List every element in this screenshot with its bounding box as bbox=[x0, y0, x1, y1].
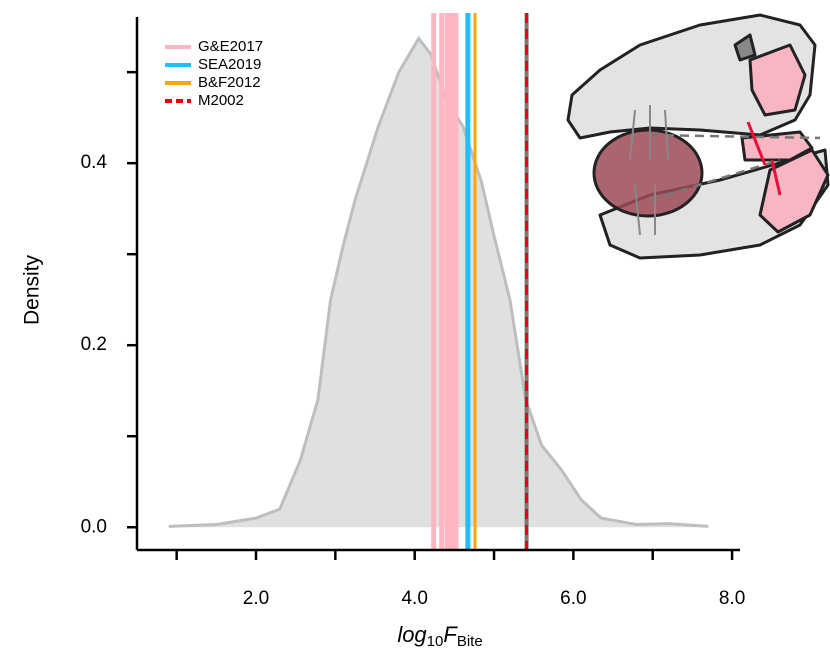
density-area bbox=[168, 38, 709, 528]
skull-illustration bbox=[566, 13, 830, 260]
y-tick-label: 0.0 bbox=[81, 516, 107, 537]
force-arrow bbox=[770, 159, 782, 196]
muscle-region bbox=[592, 128, 704, 218]
y-axis-label: Density bbox=[21, 254, 44, 325]
x-axis-label-part: F bbox=[443, 622, 458, 647]
legend-label: B&F2012 bbox=[198, 74, 261, 91]
plot-area: 2.0 4.0 6.0 8.0 0.0 0.2 0.4 Density log10FBite G&… bbox=[21, 13, 745, 650]
y-tick-label: 0.4 bbox=[81, 152, 108, 173]
legend-label: SEA2019 bbox=[198, 56, 261, 73]
x-axis-label-part: log bbox=[397, 622, 427, 647]
skull-fenestra bbox=[748, 43, 807, 117]
x-axis-label-part: Bite bbox=[457, 633, 483, 650]
density-line bbox=[168, 35, 709, 528]
force-arrow bbox=[664, 109, 669, 161]
x-tick-label: 8.0 bbox=[719, 588, 745, 609]
x-tick-label: 2.0 bbox=[243, 588, 269, 609]
skull-eye bbox=[733, 33, 757, 62]
y-tick-label: 0.2 bbox=[81, 334, 107, 355]
legend-label: G&E2017 bbox=[198, 38, 263, 55]
force-arrow bbox=[746, 121, 767, 166]
legend-label: M2002 bbox=[198, 92, 244, 109]
x-tick-label: 6.0 bbox=[560, 588, 586, 609]
skull-fenestra bbox=[758, 148, 830, 234]
force-arrow bbox=[629, 109, 636, 161]
force-arrow bbox=[649, 133, 821, 140]
force-arrow bbox=[634, 184, 641, 236]
x-axis-label-part: 10 bbox=[427, 633, 444, 650]
force-arrow bbox=[649, 158, 781, 202]
x-tick-label: 4.0 bbox=[401, 588, 427, 609]
x-axis-label: log10FBite bbox=[397, 622, 482, 650]
